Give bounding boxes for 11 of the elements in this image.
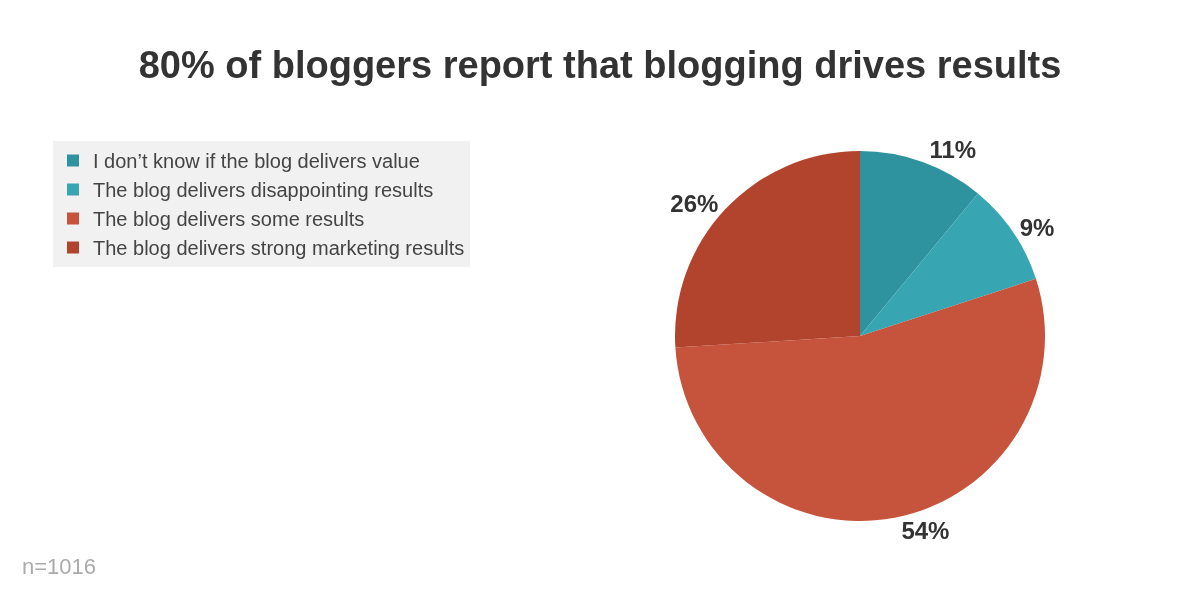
legend-label: The blog delivers strong marketing results [93, 237, 465, 260]
text: n=1016 [22, 554, 97, 579]
data-label: 54% [901, 517, 950, 545]
pie-slice [675, 278, 1045, 521]
legend-label: The blog delivers some results [93, 208, 365, 231]
chart-title: 80% of bloggers report that blogging drives results [138, 44, 1062, 87]
legend-label: I don’t know if the blog delivers value [93, 150, 420, 173]
data-label: 26% [670, 189, 719, 217]
data-label: 11% [929, 136, 977, 164]
data-label: 9% [1019, 214, 1055, 242]
legend-label: The blog delivers disappointing results [93, 179, 434, 202]
